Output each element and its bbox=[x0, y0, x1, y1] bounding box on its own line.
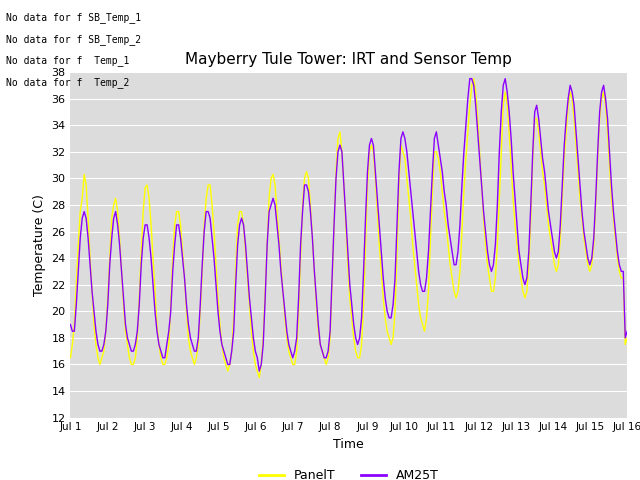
AM25T bbox=[171, 242, 179, 248]
Text: No data for f SB_Temp_2: No data for f SB_Temp_2 bbox=[6, 34, 141, 45]
PanelT bbox=[171, 222, 179, 228]
AM25T bbox=[623, 328, 631, 334]
Y-axis label: Temperature (C): Temperature (C) bbox=[33, 194, 45, 296]
Line: PanelT: PanelT bbox=[70, 79, 627, 378]
Line: AM25T: AM25T bbox=[70, 79, 627, 371]
AM25T bbox=[67, 322, 74, 327]
Text: No data for f  Temp_1: No data for f Temp_1 bbox=[6, 55, 130, 66]
AM25T bbox=[100, 342, 108, 348]
Text: No data for f  Temp_2: No data for f Temp_2 bbox=[6, 77, 130, 88]
PanelT bbox=[255, 375, 263, 381]
PanelT bbox=[470, 76, 477, 82]
PanelT bbox=[67, 355, 74, 360]
AM25T bbox=[442, 202, 450, 208]
PanelT bbox=[623, 335, 631, 341]
AM25T bbox=[255, 368, 263, 374]
Text: No data for f SB_Temp_1: No data for f SB_Temp_1 bbox=[6, 12, 141, 23]
Legend: PanelT, AM25T: PanelT, AM25T bbox=[254, 464, 444, 480]
AM25T bbox=[466, 76, 474, 82]
AM25T bbox=[350, 322, 358, 327]
Title: Mayberry Tule Tower: IRT and Sensor Temp: Mayberry Tule Tower: IRT and Sensor Temp bbox=[186, 52, 512, 67]
PanelT bbox=[529, 156, 536, 161]
PanelT bbox=[369, 149, 377, 155]
PanelT bbox=[442, 222, 450, 228]
PanelT bbox=[350, 335, 358, 341]
X-axis label: Time: Time bbox=[333, 438, 364, 451]
AM25T bbox=[529, 149, 536, 155]
PanelT bbox=[100, 348, 108, 354]
AM25T bbox=[369, 142, 377, 148]
